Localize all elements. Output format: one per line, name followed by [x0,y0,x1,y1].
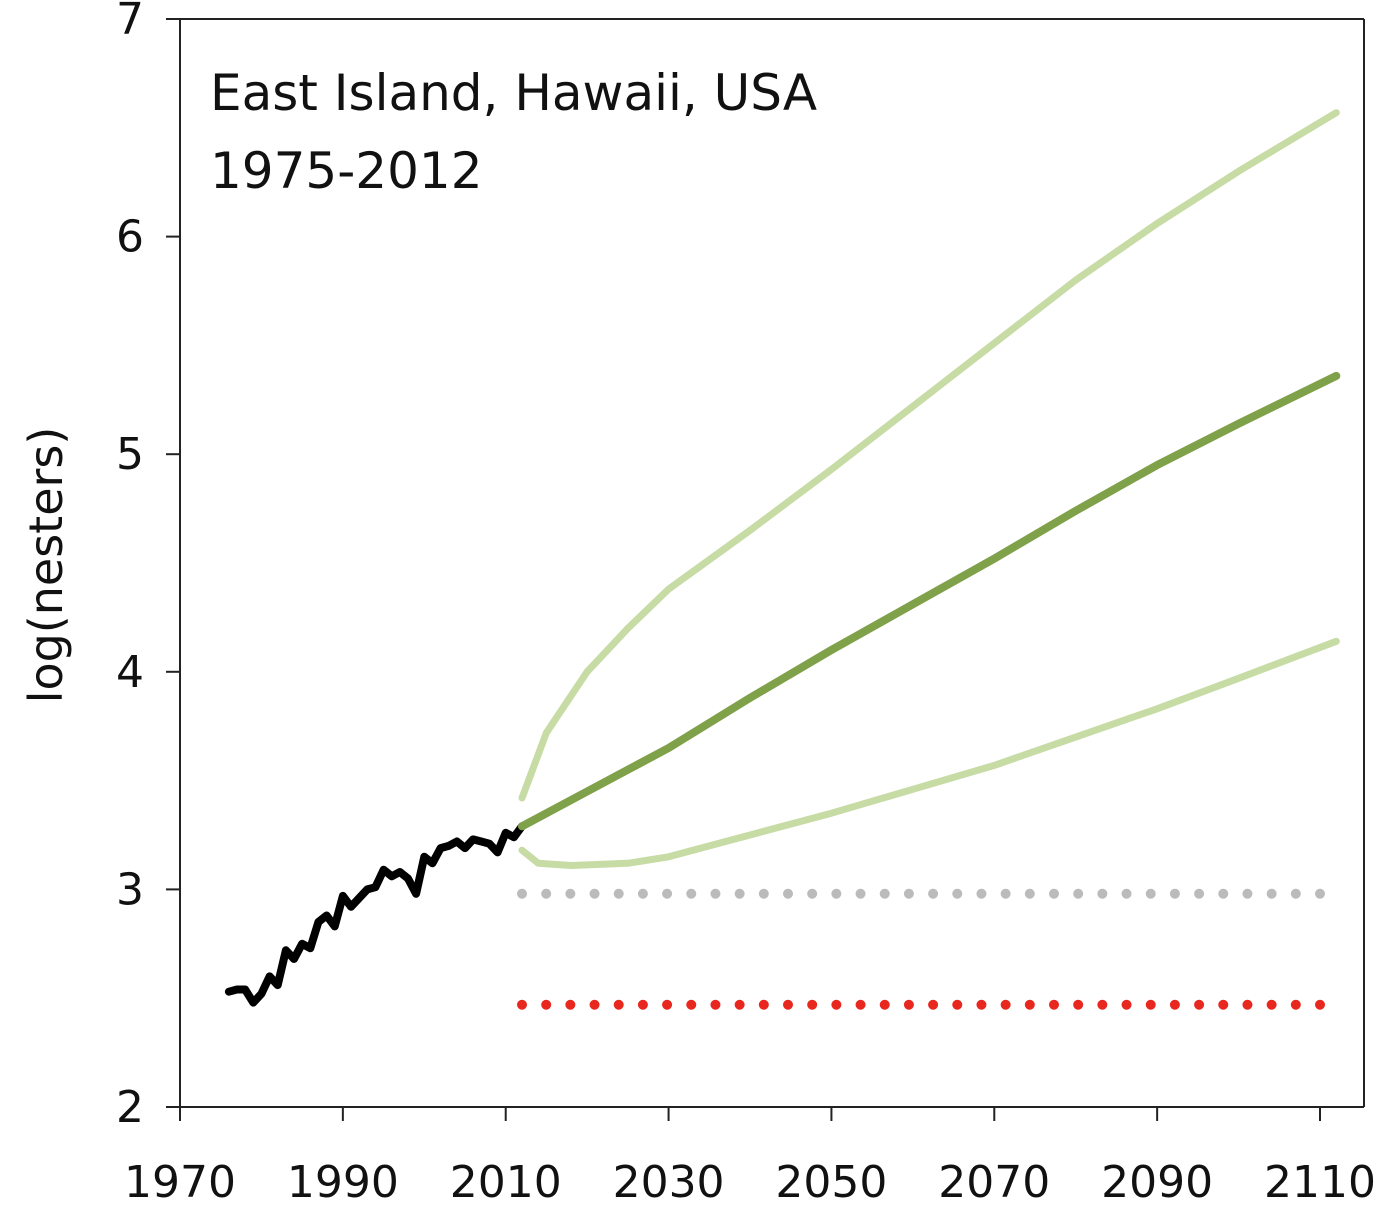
dotted-line-point [734,999,745,1010]
dotted-line-point [1290,888,1301,899]
dotted-line-point [1097,999,1108,1010]
dotted-line-point [1097,888,1108,899]
dotted-line-point [855,999,866,1010]
dotted-line-point [1000,888,1011,899]
dotted-line-point [613,888,624,899]
x-ticks: 1970 1990 2010 2030 2050 2070 2090 2110 [124,1107,1376,1205]
dotted-line-point [637,888,648,899]
dotted-line-point [1073,888,1084,899]
dotted-line-point [1145,999,1156,1010]
dotted-line-point [1218,999,1229,1010]
dotted-line-point [903,888,914,899]
x-tick-label: 1990 [287,1157,399,1205]
dotted-line-point [1121,888,1132,899]
dotted-line-point [662,999,673,1010]
annotation-location: East Island, Hawaii, USA [210,64,817,122]
dotted-line-point [1073,999,1084,1010]
dotted-line-point [758,888,769,899]
dotted-line-point [1121,999,1132,1010]
dotted-line-point [1000,999,1011,1010]
x-tick-label: 2110 [1264,1157,1376,1205]
dotted-line-point [1169,999,1180,1010]
y-axis-label: log(nesters) [19,427,73,704]
series-line [518,637,1340,869]
dotted-line-point [1024,999,1035,1010]
dotted-line-point [831,999,842,1010]
dotted-line-point [565,888,576,899]
dotted-line-point [613,999,624,1010]
dotted-line-point [565,999,576,1010]
plot-frame [179,18,1365,1108]
dotted-line-point [976,888,987,899]
dotted-line-point [807,999,818,1010]
y-tick-label: 6 [116,212,144,263]
series-line [518,371,1341,831]
dotted-line-point [807,888,818,899]
dotted-line-point [758,999,769,1010]
dotted-line-point [855,888,866,899]
series-line [224,822,526,1007]
x-tick-label: 2070 [938,1157,1050,1205]
dotted-line-point [1290,999,1301,1010]
annotation-years: 1975-2012 [210,142,483,200]
x-tick-label: 1970 [124,1157,236,1205]
dotted-line-point [1194,888,1205,899]
dotted-line-point [1049,888,1059,899]
dotted-line-point [1242,999,1253,1010]
dotted-line-point [1315,888,1325,899]
dotted-line-point [710,888,721,899]
dotted-line-point [589,888,600,899]
dotted-line-point [928,999,939,1010]
dotted-line-point [1315,999,1325,1010]
dotted-line-point [710,999,721,1010]
dotted-line-point [686,999,697,1010]
dotted-line-point [1242,888,1253,899]
dotted-line-point [541,999,552,1010]
dotted-line-point [686,888,697,899]
x-tick-label: 2050 [775,1157,887,1205]
dotted-line-point [517,888,527,899]
dotted-line-point [1194,999,1205,1010]
y-ticks: 2 3 4 5 6 7 [116,0,180,1133]
x-tick-label: 2090 [1101,1157,1213,1205]
dotted-line-point [1218,888,1229,899]
dotted-line-point [952,999,963,1010]
dotted-line-point [783,888,793,899]
dotted-line-point [517,999,527,1010]
dotted-line-point [783,999,793,1010]
y-tick-label: 2 [116,1082,144,1133]
dotted-line-point [1266,888,1277,899]
dotted-line-point [589,999,600,1010]
dotted-line-point [1049,999,1059,1010]
dotted-line-point [1145,888,1156,899]
x-tick-label: 2030 [613,1157,725,1205]
series-layer [224,109,1341,1010]
dotted-line-point [879,888,890,899]
dotted-line-point [1024,888,1035,899]
y-tick-label: 4 [116,647,144,698]
dotted-line-point [831,888,842,899]
dotted-line-point [928,888,939,899]
y-tick-label: 5 [116,429,144,480]
dotted-line-point [1169,888,1180,899]
series-line [518,109,1340,802]
dotted-line-point [637,999,648,1010]
dotted-line-point [1266,999,1277,1010]
dotted-line-point [662,888,673,899]
dotted-line-point [976,999,987,1010]
dotted-line-point [952,888,963,899]
dotted-line-point [903,999,914,1010]
dotted-line-point [734,888,745,899]
dotted-line-point [879,999,890,1010]
x-tick-label: 2010 [450,1157,562,1205]
y-tick-label: 3 [116,864,144,915]
y-tick-label: 7 [116,0,144,45]
dotted-line-point [541,888,552,899]
